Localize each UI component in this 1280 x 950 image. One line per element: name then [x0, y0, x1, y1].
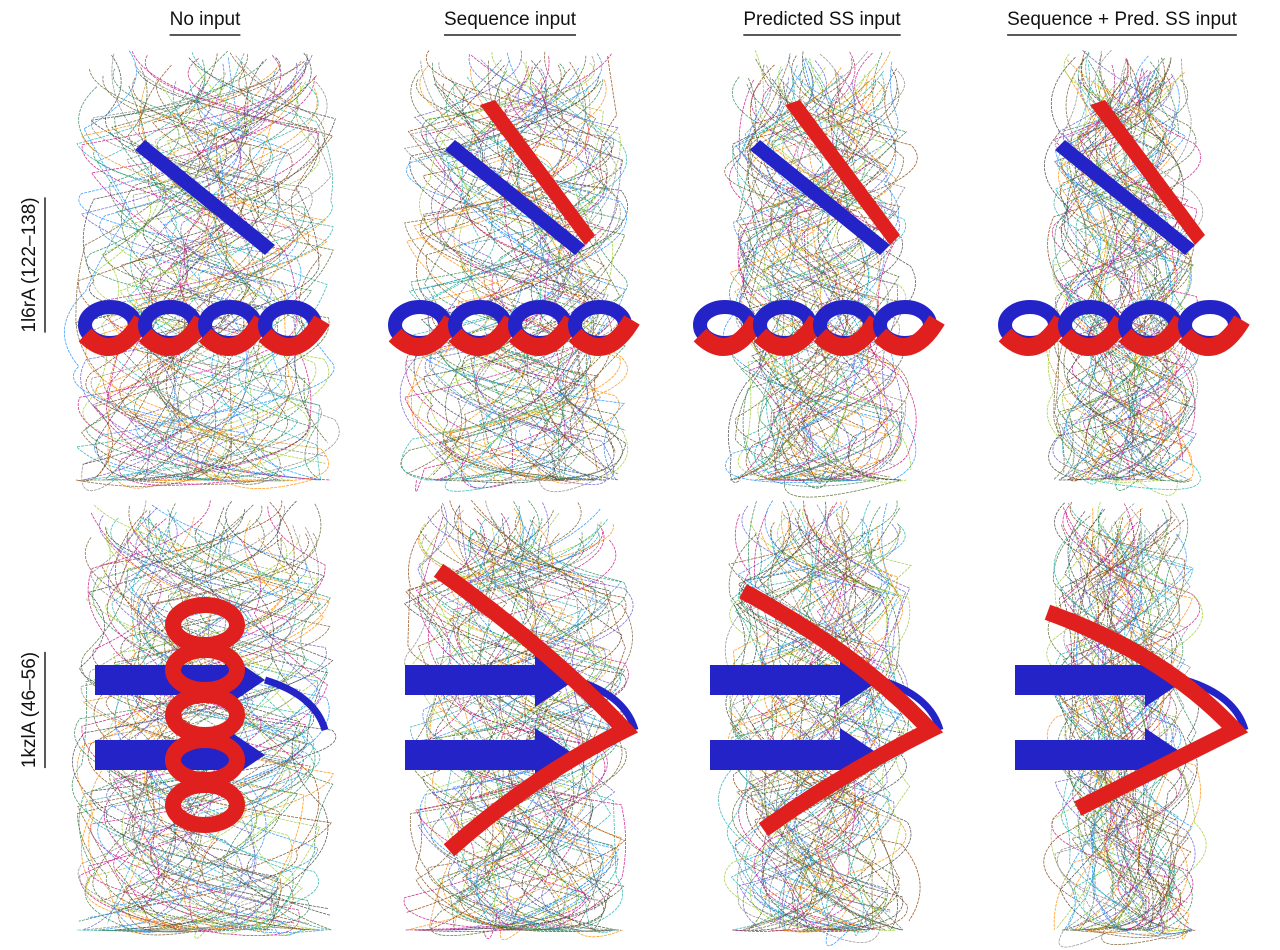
structure-panel	[710, 501, 940, 946]
row-label: 1kzlA (46–56)	[19, 652, 40, 768]
ensemble-trace	[100, 505, 311, 902]
helix-turn-red	[1005, 320, 1062, 347]
helix-turn-red	[455, 320, 512, 347]
ensemble-trace	[1063, 53, 1179, 480]
panels	[64, 50, 1245, 947]
ensemble-trace	[430, 533, 573, 940]
ensemble-trace	[104, 54, 330, 472]
helix-turn-red	[700, 320, 757, 347]
structure-panel	[64, 51, 339, 491]
structure-panel	[404, 500, 635, 939]
ensemble-trace	[736, 526, 892, 910]
structure-panel	[1015, 500, 1245, 947]
column-header: No input	[170, 9, 241, 30]
row-label-group: 1kzlA (46–56)	[19, 652, 45, 768]
ensemble-trace	[86, 76, 317, 481]
ensemble-trace	[137, 58, 335, 480]
structure-panel	[1005, 50, 1242, 495]
helix-turn-red	[205, 320, 262, 347]
ensemble-trace	[738, 58, 906, 480]
ensemble-trace	[129, 63, 297, 477]
ensemble-trace	[100, 68, 334, 481]
helix-turn-red	[265, 320, 322, 347]
ensemble-trace	[91, 54, 326, 456]
column-header: Predicted SS input	[743, 9, 901, 30]
ensemble-trace	[405, 88, 602, 480]
structure-panel	[395, 51, 632, 492]
helix-turn-red	[145, 320, 202, 347]
row-label-group: 1l6rA (122–138)	[19, 197, 45, 332]
column-header: Sequence + Pred. SS input	[1007, 9, 1237, 30]
helix-turn-red	[1185, 320, 1242, 347]
structure-panel	[700, 50, 937, 497]
helix-turn-red	[395, 320, 452, 347]
ensemble-trace	[1075, 513, 1203, 930]
structure-panel	[72, 500, 336, 938]
helix-turn-red	[760, 320, 817, 347]
ensemble-trace	[115, 511, 293, 931]
helix-turn-red	[85, 320, 142, 347]
helix-turn-red	[880, 320, 937, 347]
ensemble-trace	[405, 519, 586, 930]
ensemble-trace	[142, 55, 311, 480]
row-label: 1l6rA (122–138)	[19, 197, 40, 332]
column-header: Sequence input	[444, 9, 577, 30]
ensemble-trace	[770, 536, 907, 932]
figure: No input Sequence input Predicted SS input…	[0, 0, 1280, 950]
ensemble-trace	[86, 87, 312, 480]
helix-turn-red	[173, 605, 237, 645]
ensemble-trace	[422, 54, 612, 450]
